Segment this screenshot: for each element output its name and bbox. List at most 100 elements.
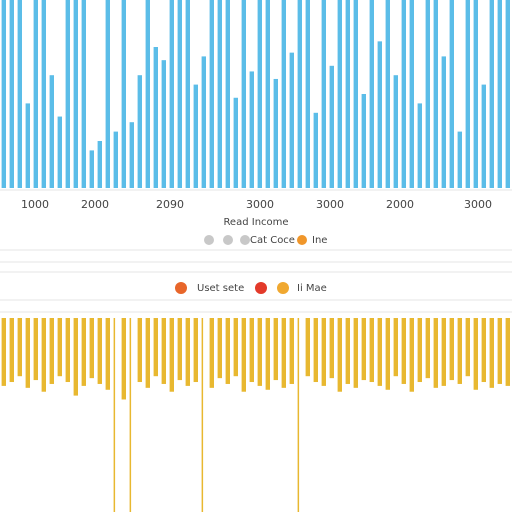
bar	[473, 0, 478, 188]
bar	[113, 318, 116, 512]
bar	[185, 318, 190, 386]
bar	[145, 0, 150, 188]
bar	[65, 318, 70, 383]
bar	[481, 84, 486, 188]
bar	[465, 318, 470, 377]
bar	[481, 318, 486, 383]
bar	[145, 318, 150, 388]
bar	[353, 318, 358, 388]
x-tick-label: 2090	[156, 198, 184, 211]
bar	[313, 112, 318, 188]
bar	[153, 47, 158, 188]
bar	[73, 318, 78, 396]
bar	[497, 318, 502, 384]
bar	[209, 318, 214, 388]
bar	[465, 0, 470, 188]
bar	[433, 0, 438, 188]
legend-dot	[255, 282, 267, 294]
bar	[193, 318, 198, 383]
bar	[321, 318, 326, 386]
bar	[161, 318, 166, 384]
bar	[409, 318, 414, 392]
bar	[345, 0, 350, 188]
bar	[321, 0, 326, 188]
bar	[201, 318, 204, 512]
legend-label: Ine	[312, 235, 327, 246]
bar	[265, 0, 270, 188]
bar	[33, 0, 38, 188]
bar	[345, 318, 350, 384]
bar	[489, 318, 494, 388]
bar	[137, 318, 142, 383]
bar	[433, 318, 438, 388]
bar	[121, 318, 126, 400]
x-tick-label: 3000	[464, 198, 492, 211]
bar	[489, 0, 494, 188]
legend-label: Cat Coce	[250, 235, 295, 246]
bar	[233, 318, 238, 377]
bar	[385, 318, 390, 390]
bar	[425, 318, 430, 379]
bar	[457, 318, 462, 384]
bar	[129, 122, 134, 188]
bar	[177, 0, 182, 188]
x-tick-label: 2000	[81, 198, 109, 211]
bar	[297, 0, 302, 188]
bar	[265, 318, 270, 390]
bar	[169, 0, 174, 188]
bar	[89, 150, 94, 188]
bar	[41, 0, 46, 188]
bar	[57, 116, 62, 188]
bar	[177, 318, 182, 381]
bar	[97, 318, 102, 384]
bar	[81, 0, 86, 188]
legend-dot	[277, 282, 289, 294]
bar	[17, 0, 22, 188]
legend-dot	[240, 235, 250, 245]
bar	[241, 0, 246, 188]
bar	[17, 318, 22, 377]
bar	[425, 0, 430, 188]
legend-dot	[204, 235, 214, 245]
legend-dot	[175, 282, 187, 294]
bar	[393, 75, 398, 188]
bar	[249, 318, 254, 383]
bar	[353, 0, 358, 188]
bar	[241, 318, 246, 392]
bar	[105, 318, 110, 390]
bar	[369, 318, 374, 383]
bar	[89, 318, 94, 379]
bar	[217, 0, 222, 188]
bar	[33, 318, 38, 381]
bar	[377, 41, 382, 188]
bar	[81, 318, 86, 386]
bar	[1, 0, 7, 188]
bar	[273, 318, 278, 381]
bar	[401, 0, 406, 188]
bar	[201, 56, 206, 189]
bar	[289, 52, 294, 188]
bar	[185, 0, 190, 188]
bar	[257, 0, 262, 188]
bar	[441, 56, 446, 189]
bar	[497, 0, 502, 188]
bar	[305, 0, 310, 188]
legend-dot	[297, 235, 307, 245]
bar	[393, 318, 398, 377]
bar	[273, 78, 278, 188]
bar	[193, 84, 198, 188]
bar	[153, 318, 158, 377]
bar	[225, 318, 230, 384]
bar	[225, 0, 230, 188]
bar	[305, 318, 310, 377]
bar	[121, 0, 126, 188]
x-tick-label: 2000	[386, 198, 414, 211]
bar	[337, 318, 342, 392]
bar	[289, 318, 294, 384]
bar	[473, 318, 478, 390]
legend-label: Uset sete	[197, 283, 244, 294]
bar	[1, 318, 7, 386]
bar	[361, 318, 366, 381]
bar	[329, 318, 334, 379]
bar	[257, 318, 262, 386]
